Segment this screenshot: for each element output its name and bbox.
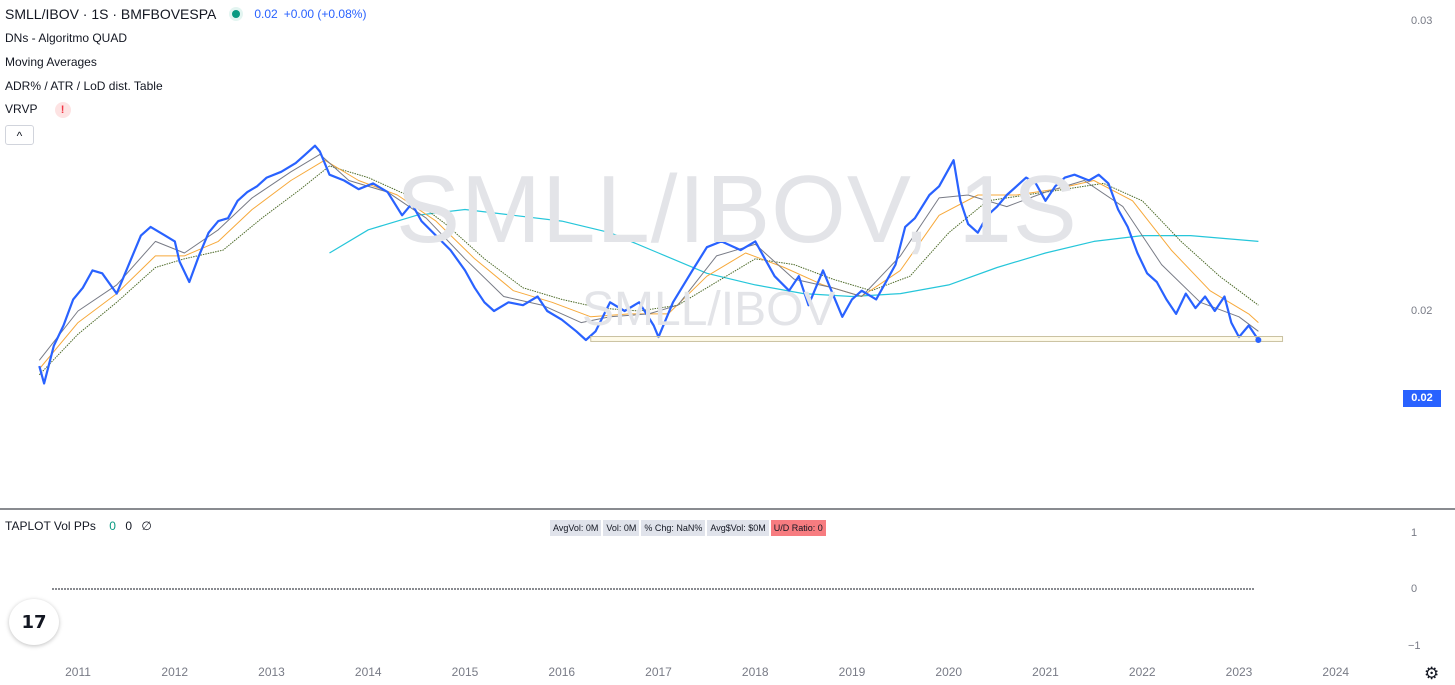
symbol-legend[interactable]: SMLL/IBOV · 1S · BMFBOVESPA 0.02 +0.00 (… (5, 6, 366, 22)
time-axis-tick: 2020 (935, 665, 963, 679)
sub-axis-tick: −1 (1408, 640, 1421, 652)
time-axis-tick: 2021 (1032, 665, 1059, 679)
stat-ud-ratio: U/D Ratio: 0 (770, 520, 826, 536)
sub-panel-value: 0 (109, 519, 116, 533)
sub-panel-value: ∅ (141, 519, 152, 533)
market-status-dot (232, 10, 241, 18)
indicator-moving-averages[interactable]: Moving Averages (5, 55, 97, 69)
stat-vol: Vol: 0M (603, 520, 640, 536)
price-line[interactable] (38, 144, 1260, 385)
symbol-title[interactable]: SMLL/IBOV · 1S · BMFBOVESPA (5, 6, 217, 22)
stat-avg-dollar-vol: Avg$Vol: $0M (707, 520, 769, 536)
time-axis-tick: 2018 (741, 665, 769, 679)
sub-axis-tick: 0 (1411, 583, 1418, 595)
time-axis-tick: 2014 (354, 665, 382, 679)
indicator-label: VRVP (5, 102, 38, 116)
ma-short-line[interactable] (38, 153, 1259, 361)
time-axis-tick: 2011 (65, 665, 91, 679)
watermark-symbol-small: SMLL/IBOV (582, 283, 836, 336)
sub-axis-tick: 1 (1411, 527, 1418, 539)
indicator-label: DNs - Algoritmo QUAD (5, 31, 128, 45)
stat-avg-vol: AvgVol: 0M (550, 520, 602, 536)
watermark-symbol-large: SMLL/IBOV, 1S (396, 156, 1078, 263)
ma-200-line[interactable] (329, 208, 1259, 298)
price-axis-tick: 0.02 (1411, 305, 1433, 317)
main-price-pane[interactable] (38, 144, 1284, 385)
time-axis-tick: 2019 (838, 665, 866, 679)
last-price-marker (1255, 337, 1262, 343)
warning-icon[interactable]: ! (54, 102, 71, 118)
indicator-vrvp[interactable]: VRVP ! (5, 102, 71, 118)
time-axis-tick: 2016 (548, 665, 576, 679)
tradingview-logo-icon[interactable]: 17 (9, 599, 59, 645)
time-axis-tick: 2017 (645, 665, 672, 679)
sub-panel-value: 0 (125, 519, 132, 533)
volume-stats-table: AvgVol: 0M Vol: 0M % Chg: NaN% Avg$Vol: … (550, 520, 826, 536)
time-axis-tick: 2022 (1128, 665, 1156, 679)
collapse-legend-button[interactable]: ^ (5, 125, 34, 145)
indicator-dns-algoritmo[interactable]: DNs - Algoritmo QUAD (5, 31, 127, 45)
time-axis-tick: 2024 (1322, 665, 1350, 679)
time-axis-tick: 2013 (258, 665, 285, 679)
price-change: +0.00 (+0.08%) (283, 7, 367, 21)
indicator-label: Moving Averages (5, 55, 97, 69)
stat-pct-chg: % Chg: NaN% (641, 520, 706, 536)
sub-panel-legend[interactable]: TAPLOT Vol PPs 0 0 ∅ (5, 519, 152, 533)
sub-panel-title[interactable]: TAPLOT Vol PPs (5, 519, 96, 533)
time-axis-tick: 2012 (161, 665, 189, 679)
gear-icon[interactable]: ⚙ (1424, 664, 1440, 683)
current-price-badge: 0.02 (1403, 390, 1441, 407)
indicator-adr-table[interactable]: ADR% / ATR / LoD dist. Table (5, 79, 163, 93)
time-axis-tick: 2023 (1225, 665, 1253, 679)
last-price: 0.02 (254, 7, 278, 21)
indicator-label: ADR% / ATR / LoD dist. Table (5, 79, 163, 93)
support-zone-box[interactable] (590, 336, 1284, 342)
time-axis-tick: 2015 (451, 665, 479, 679)
price-axis-tick: 0.03 (1411, 15, 1433, 27)
